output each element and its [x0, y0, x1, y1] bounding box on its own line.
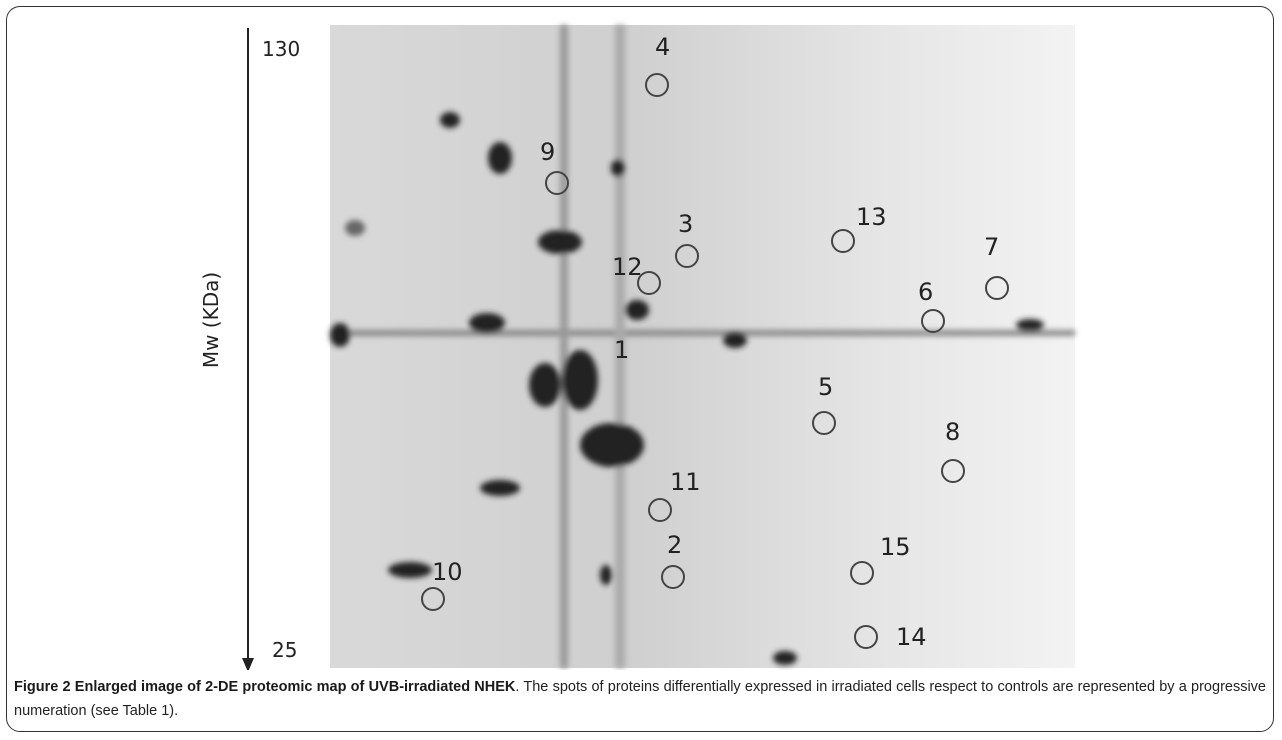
spot-circles: [421, 73, 1009, 649]
gel: [330, 25, 1075, 668]
spot-circle: [648, 498, 672, 522]
axis-bottom-label: 25: [272, 638, 297, 662]
arrow-head: [242, 658, 254, 670]
spot-label: 12: [612, 253, 643, 281]
spot-circle: [985, 276, 1009, 300]
spot-label: 1: [614, 336, 629, 364]
spot-label: 5: [818, 373, 833, 401]
spot-circle: [421, 587, 445, 611]
spot-label: 7: [984, 233, 999, 261]
spot-label: 10: [432, 558, 463, 586]
spot-label: 8: [945, 418, 960, 446]
spot-label: 15: [880, 533, 911, 561]
spot-label: 3: [678, 210, 693, 238]
axis-top-label: 130: [262, 37, 300, 61]
spot-circle: [661, 565, 685, 589]
spot-circle: [637, 271, 661, 295]
spot-circle: [831, 229, 855, 253]
caption: Figure 2 Enlarged image of 2-DE proteomi…: [14, 675, 1266, 723]
spot-label: 6: [918, 278, 933, 306]
spot-circle: [850, 561, 874, 585]
spot-label: 11: [670, 468, 701, 496]
spot-circle: [921, 309, 945, 333]
spot-circle: [545, 171, 569, 195]
figure-image: 130 25 Mw (KDa) 4 9 3 12 13 7 6 1 5 8 11…: [199, 25, 1075, 670]
spot-label: 9: [540, 138, 555, 166]
axis-title: Mw (KDa): [199, 272, 223, 368]
spot-circle: [812, 411, 836, 435]
spot-circle: [645, 73, 669, 97]
spot-circle: [854, 625, 878, 649]
figure-frame: [6, 6, 1274, 732]
spot-circle: [675, 244, 699, 268]
caption-title: Figure 2 Enlarged image of 2-DE proteomi…: [14, 679, 516, 695]
spot-label: 2: [667, 531, 682, 559]
spot-label: 14: [896, 623, 927, 651]
spot-label: 4: [655, 33, 670, 61]
spot-circle: [941, 459, 965, 483]
spot-label: 13: [856, 203, 887, 231]
caption-text: . The spots of proteins differentially e…: [14, 679, 1266, 719]
